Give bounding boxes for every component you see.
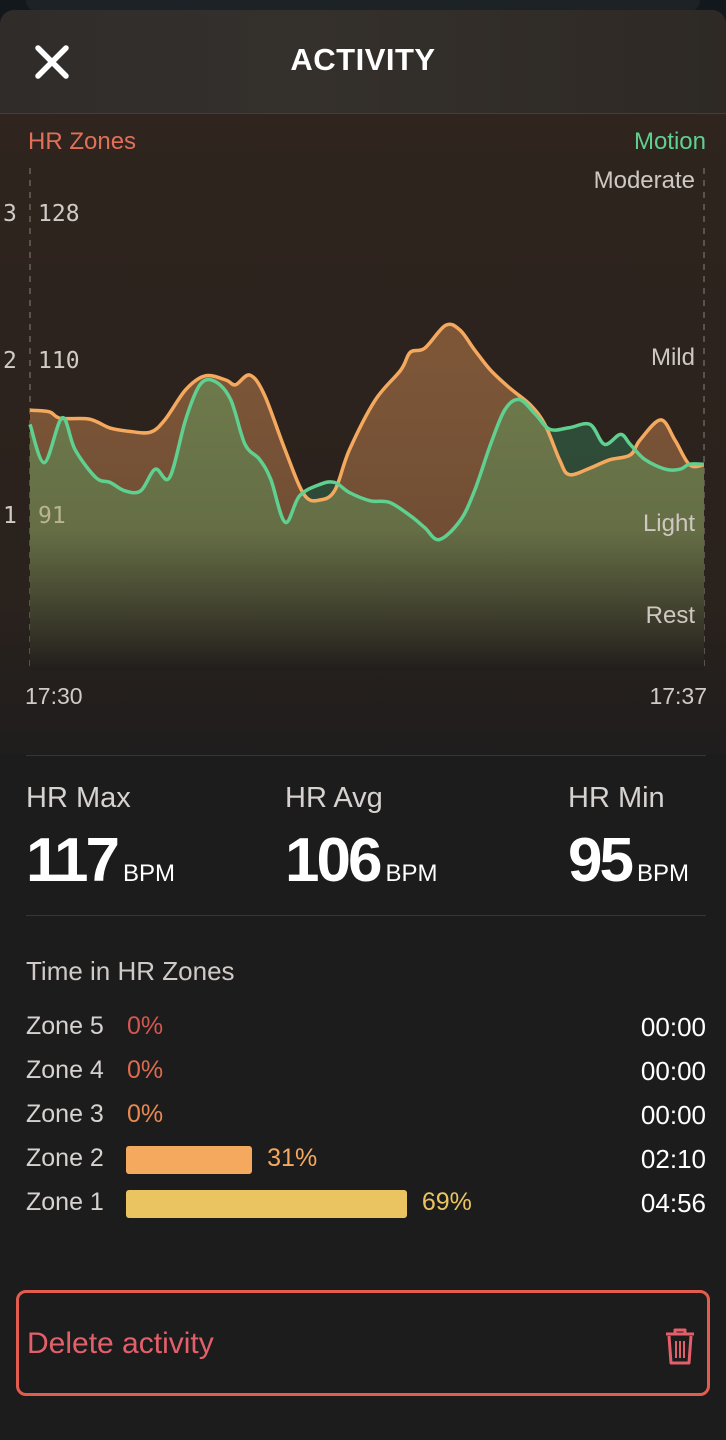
- zone-percent: 0%: [127, 1100, 164, 1128]
- zone-percent: 0%: [127, 1012, 164, 1040]
- close-icon: [35, 45, 69, 79]
- motion-level-mild: Mild: [650, 344, 695, 371]
- bpm-tick: 91: [38, 503, 66, 529]
- stat-value: 106: [285, 826, 382, 895]
- zone-percent: 31%: [267, 1144, 318, 1172]
- zone-bar: [126, 1190, 407, 1218]
- zone-row: Zone 2 31% 02:10: [26, 1144, 706, 1180]
- divider: [26, 915, 706, 916]
- stat-label: HR Max: [26, 782, 131, 814]
- page-title: ACTIVITY: [290, 42, 436, 77]
- stat-unit: BPM: [636, 860, 689, 887]
- stat-label: HR Avg: [285, 782, 383, 814]
- header: ACTIVITY: [0, 10, 726, 114]
- divider: [26, 755, 706, 756]
- zone-time: 00:00: [640, 1056, 706, 1086]
- stat-value: 95: [568, 826, 634, 895]
- stat-hr-max: HR Max 117 BPM: [26, 782, 175, 896]
- activity-chart: [28, 168, 705, 670]
- motion-level-rest: Rest: [645, 602, 695, 629]
- zone-tick: 2: [3, 348, 17, 374]
- x-tick-end: 17:37: [649, 683, 707, 709]
- stat-hr-avg: HR Avg 106 BPM: [285, 782, 437, 896]
- hr-zones-legend: HR Zones: [28, 128, 137, 155]
- zone-row: Zone 1 69% 04:56: [26, 1188, 706, 1224]
- zone-tick: 1: [3, 503, 17, 529]
- delete-activity-button[interactable]: Delete activity: [16, 1290, 710, 1396]
- stat-label: HR Min: [568, 782, 665, 814]
- x-tick-start: 17:30: [25, 683, 83, 709]
- zone-tick: 3: [3, 201, 17, 227]
- delete-label: Delete activity: [27, 1327, 214, 1360]
- zone-row: Zone 5 0% 00:00: [26, 1012, 706, 1048]
- trash-icon: [666, 1328, 694, 1365]
- zone-percent: 69%: [421, 1188, 472, 1216]
- stat-hr-min: HR Min 95 BPM: [568, 782, 689, 896]
- stat-unit: BPM: [385, 860, 438, 887]
- hr-line: [29, 322, 705, 503]
- zone-time: 00:00: [640, 1100, 706, 1130]
- zone-row: Zone 3 0% 00:00: [26, 1100, 706, 1136]
- zone-percent: 0%: [127, 1056, 164, 1084]
- chart-fade: [30, 360, 704, 670]
- close-button[interactable]: [30, 40, 74, 84]
- zones-title: Time in HR Zones: [26, 956, 235, 986]
- zone-time: 02:10: [640, 1144, 706, 1174]
- zone-row: Zone 4 0% 00:00: [26, 1056, 706, 1092]
- zone-time: 00:00: [640, 1012, 706, 1042]
- motion-legend: Motion: [633, 128, 706, 155]
- bpm-tick: 128: [38, 201, 80, 227]
- zone-name: Zone 5: [26, 1012, 104, 1040]
- zone-bar: [126, 1146, 253, 1174]
- stat-value: 117: [26, 826, 120, 895]
- zone-name: Zone 3: [26, 1100, 104, 1128]
- zone-name: Zone 1: [26, 1188, 104, 1216]
- zone-time: 04:56: [640, 1188, 706, 1218]
- stat-unit: BPM: [123, 860, 176, 887]
- motion-line: [28, 377, 705, 542]
- motion-level-light: Light: [642, 510, 695, 537]
- motion-level-moderate: Moderate: [593, 167, 695, 194]
- bpm-tick: 110: [38, 348, 80, 374]
- zone-name: Zone 2: [26, 1144, 104, 1172]
- zone-name: Zone 4: [26, 1056, 104, 1084]
